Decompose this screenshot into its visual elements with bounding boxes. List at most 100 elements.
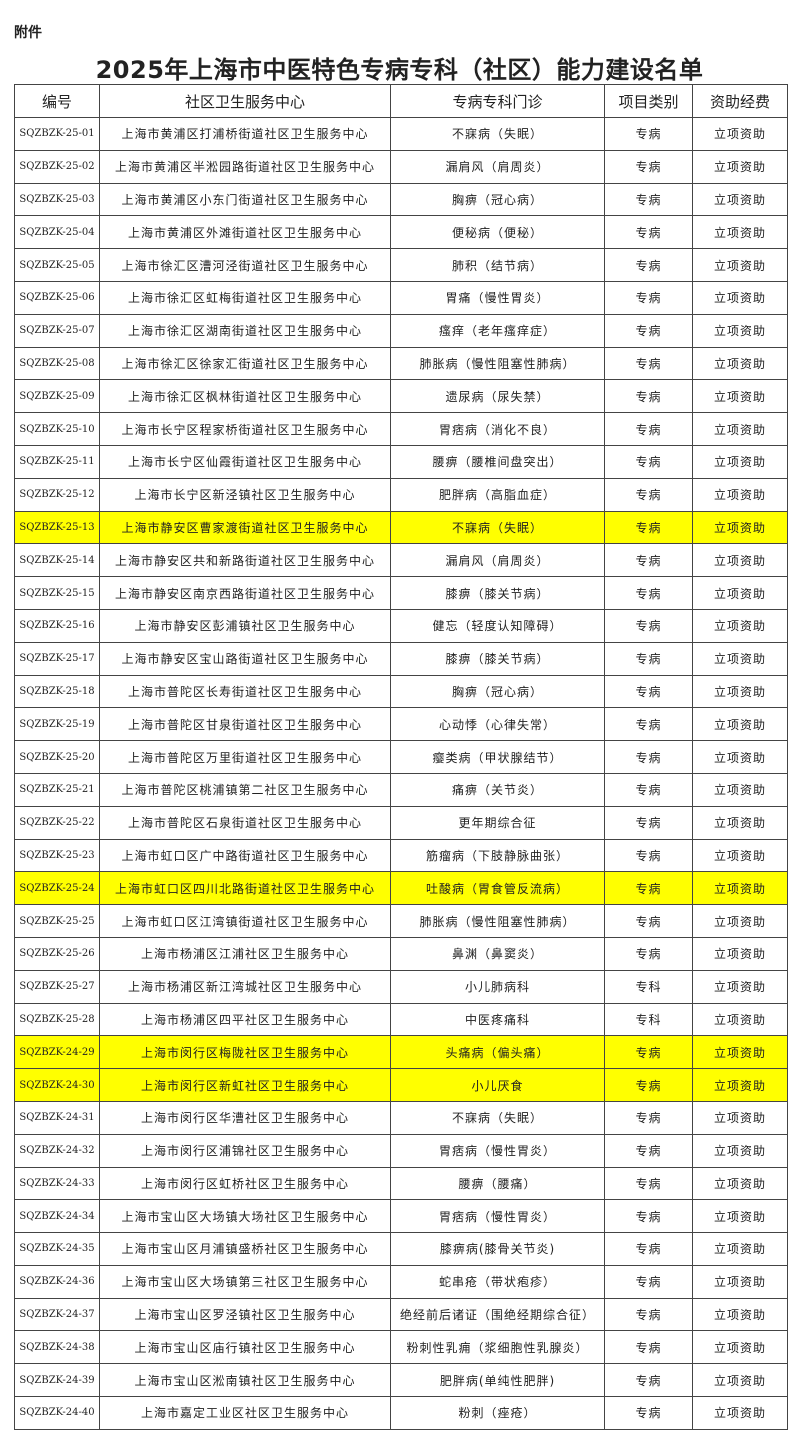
code-cell: SQZBZK-25-25 — [14, 904, 100, 938]
table-cell: 筋瘤病（下肢静脉曲张） — [390, 838, 605, 873]
table-cell: 中医疼痛科 — [390, 1002, 605, 1037]
table-row: SQZBZK-24-31 上海市闵行区华漕社区卫生服务中心 不寐病（失眠） 专病 立项资… — [14, 1100, 788, 1135]
table-cell: 专病 — [604, 1330, 693, 1365]
table-cell: 上海市静安区宝山路街道社区卫生服务中心 — [99, 641, 391, 676]
table-cell: 专病 — [604, 215, 693, 250]
table-cell: 立项资助 — [692, 1330, 788, 1365]
table-row: SQZBZK-25-12 上海市长宁区新泾镇社区卫生服务中心 肥胖病（高脂血症） 专病… — [14, 477, 788, 512]
table-row: SQZBZK-25-04 上海市黄浦区外滩街道社区卫生服务中心 便秘病（便秘） 专病立… — [14, 215, 788, 250]
table-cell: 专病 — [604, 346, 693, 381]
table-row: SQZBZK-25-21 上海市普陀区桃浦镇第二社区卫生服务中心 痛痹（关节炎） 专病… — [14, 772, 788, 807]
table-cell: 立项资助 — [692, 510, 788, 545]
code-cell: SQZBZK-25-20 — [14, 740, 100, 774]
table-cell: 更年期综合征 — [390, 805, 605, 840]
table-cell: 专病 — [604, 1232, 693, 1266]
document-title: 2025年上海市中医特色专病专科（社区）能力建设名单 — [95, 56, 704, 84]
table-cell: 立项资助 — [692, 248, 788, 282]
table-cell: 胃痞病（消化不良） — [390, 412, 605, 446]
table-cell: 上海市黄浦区打浦桥街道社区卫生服务中心 — [99, 117, 391, 151]
table-row: SQZBZK-25-24 上海市虹口区四川北路街道社区卫生服务中心 吐酸病（胃食管反… — [14, 871, 788, 906]
table-cell: 上海市普陀区石泉街道社区卫生服务中心 — [99, 805, 391, 840]
table-cell: 上海市普陀区万里街道社区卫生服务中心 — [99, 740, 391, 774]
table-cell: 上海市黄浦区半淞园路街道社区卫生服务中心 — [99, 149, 391, 184]
table-row: SQZBZK-25-28 上海市杨浦区四平社区卫生服务中心 中医疼痛科 专科 立项资助 — [14, 1002, 788, 1037]
table-cell: 专病 — [604, 1363, 693, 1398]
code-cell: SQZBZK-25-03 — [14, 182, 100, 217]
table-cell: 立项资助 — [692, 871, 788, 906]
code-cell: SQZBZK-25-18 — [14, 674, 100, 709]
table-cell: 上海市黄浦区外滩街道社区卫生服务中心 — [99, 215, 391, 250]
table-cell: 上海市徐汇区漕河泾街道社区卫生服务中心 — [99, 248, 391, 282]
table-cell: 专病 — [604, 674, 693, 709]
table-cell: 便秘病（便秘） — [390, 215, 605, 250]
table-cell: 专病 — [604, 707, 693, 742]
table-cell: 上海市徐汇区虹梅街道社区卫生服务中心 — [99, 280, 391, 315]
table-cell: 专病 — [604, 248, 693, 282]
table-cell: 立项资助 — [692, 969, 788, 1004]
table-cell: 立项资助 — [692, 1002, 788, 1037]
table-cell: 立项资助 — [692, 1264, 788, 1299]
header-row: 编号 社区卫生服务中心 专病专科门诊 项目类别 资助经费 — [14, 84, 788, 118]
table-cell: 上海市静安区南京西路街道社区卫生服务中心 — [99, 576, 391, 610]
table-cell: 心动悸（心律失常） — [390, 707, 605, 742]
table-row: SQZBZK-25-03 上海市黄浦区小东门街道社区卫生服务中心 胸痹（冠心病） 专病… — [14, 182, 788, 217]
table-cell: 立项资助 — [692, 412, 788, 446]
table-cell: 胃痞病（慢性胃炎） — [390, 1199, 605, 1234]
table-cell: 立项资助 — [692, 117, 788, 151]
table-cell: 上海市闵行区虹桥社区卫生服务中心 — [99, 1166, 391, 1201]
column-header: 编号 — [14, 84, 100, 118]
table-cell: 上海市长宁区仙霞街道社区卫生服务中心 — [99, 444, 391, 479]
table-cell: 上海市普陀区甘泉街道社区卫生服务中心 — [99, 707, 391, 742]
table-cell: 专病 — [604, 772, 693, 807]
table-cell: 遗尿病（尿失禁） — [390, 379, 605, 414]
table-cell: 专病 — [604, 1264, 693, 1299]
table-row: SQZBZK-25-09 上海市徐汇区枫林街道社区卫生服务中心 遗尿病（尿失禁） 专病… — [14, 379, 788, 414]
table-cell: 专病 — [604, 1199, 693, 1234]
table-row: SQZBZK-25-06 上海市徐汇区虹梅街道社区卫生服务中心 胃痛（慢性胃炎） 专病… — [14, 280, 788, 315]
table-cell: 专病 — [604, 1035, 693, 1070]
table-cell: 立项资助 — [692, 772, 788, 807]
code-cell: SQZBZK-25-07 — [14, 313, 100, 348]
table-cell: 立项资助 — [692, 1199, 788, 1234]
table-row: SQZBZK-25-10 上海市长宁区程家桥街道社区卫生服务中心 胃痞病（消化不良）… — [14, 412, 788, 446]
table-cell: 上海市徐汇区枫林街道社区卫生服务中心 — [99, 379, 391, 414]
code-cell: SQZBZK-25-01 — [14, 117, 100, 151]
table-cell: 肥胖病(单纯性肥胖) — [390, 1363, 605, 1398]
table-cell: 专病 — [604, 477, 693, 512]
table-cell: 上海市嘉定工业区社区卫生服务中心 — [99, 1396, 391, 1430]
table-cell: 立项资助 — [692, 641, 788, 676]
table-cell: 专病 — [604, 608, 693, 643]
code-cell: SQZBZK-25-15 — [14, 576, 100, 610]
code-cell: SQZBZK-25-28 — [14, 1002, 100, 1037]
code-cell: SQZBZK-24-30 — [14, 1068, 100, 1102]
table-cell: 绝经前后诸证（围绝经期综合征） — [390, 1297, 605, 1332]
table-cell: 立项资助 — [692, 576, 788, 610]
column-header: 项目类别 — [604, 84, 693, 118]
table-row: SQZBZK-25-15 上海市静安区南京西路街道社区卫生服务中心 膝痹（膝关节病）… — [14, 576, 788, 610]
table-cell: 上海市宝山区月浦镇盛桥社区卫生服务中心 — [99, 1232, 391, 1266]
table-cell: 专病 — [604, 1133, 693, 1168]
table-row: SQZBZK-24-32 上海市闵行区浦锦社区卫生服务中心 胃痞病（慢性胃炎） 专病立… — [14, 1133, 788, 1168]
table-cell: 胸痹（冠心病） — [390, 182, 605, 217]
table-cell: 立项资助 — [692, 149, 788, 184]
table-cell: 上海市普陀区桃浦镇第二社区卫生服务中心 — [99, 772, 391, 807]
table-cell: 不寐病（失眠） — [390, 1100, 605, 1135]
table-cell: 瘿类病（甲状腺结节） — [390, 740, 605, 774]
code-cell: SQZBZK-24-31 — [14, 1100, 100, 1135]
table-cell: 上海市长宁区新泾镇社区卫生服务中心 — [99, 477, 391, 512]
table-row: SQZBZK-25-25 上海市虹口区江湾镇街道社区卫生服务中心 肺胀病（慢性阻塞性… — [14, 904, 788, 938]
table-row: SQZBZK-25-17 上海市静安区宝山路街道社区卫生服务中心 膝痹（膝关节病）专… — [14, 641, 788, 676]
table-cell: 头痛病（偏头痛） — [390, 1035, 605, 1070]
code-cell: SQZBZK-25-14 — [14, 543, 100, 578]
table-cell: 漏肩风（肩周炎） — [390, 149, 605, 184]
table-cell: 专病 — [604, 904, 693, 938]
table-cell: 蛇串疮（带状疱疹） — [390, 1264, 605, 1299]
table-cell: 粉刺性乳痈（浆细胞性乳腺炎） — [390, 1330, 605, 1365]
table-cell: 立项资助 — [692, 936, 788, 971]
table-cell: 健忘（轻度认知障碍） — [390, 608, 605, 643]
table-cell: 立项资助 — [692, 543, 788, 578]
table-cell: 立项资助 — [692, 379, 788, 414]
table-cell: 立项资助 — [692, 1133, 788, 1168]
table-row: SQZBZK-24-40 上海市嘉定工业区社区卫生服务中心 粉刺（痤疮） 专病 立项资助 — [14, 1396, 788, 1430]
